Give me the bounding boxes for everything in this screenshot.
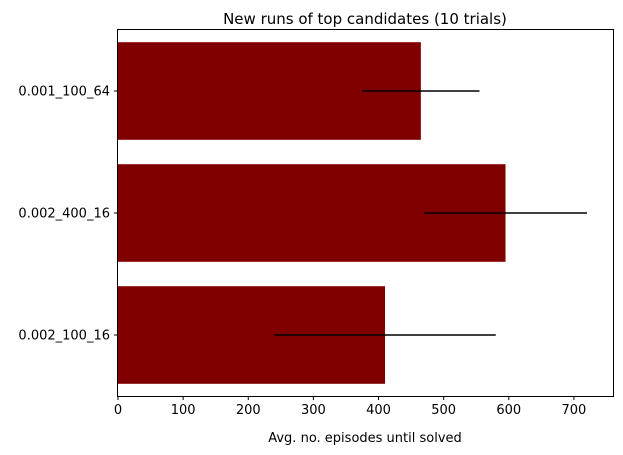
xtick-label: 400 — [366, 403, 391, 418]
x-axis: 0 100 200 300 400 500 600 700 — [114, 396, 586, 418]
xtick-label: 0 — [114, 403, 122, 418]
y-axis: 0.002_100_16 0.002_400_16 0.001_100_64 — [18, 85, 118, 344]
chart-title: New runs of top candidates (10 trials) — [223, 10, 507, 28]
ytick-label: 0.001_100_64 — [18, 85, 110, 100]
ytick-label: 0.002_100_16 — [18, 329, 110, 344]
xtick-label: 600 — [496, 403, 521, 418]
ytick-label: 0.002_400_16 — [18, 207, 110, 222]
xtick-label: 200 — [236, 403, 261, 418]
x-axis-label: Avg. no. episodes until solved — [268, 431, 462, 446]
errorbars-group — [274, 90, 587, 336]
xtick-label: 300 — [301, 403, 326, 418]
xtick-label: 500 — [431, 403, 456, 418]
xtick-label: 700 — [562, 403, 587, 418]
xtick-label: 100 — [171, 403, 196, 418]
